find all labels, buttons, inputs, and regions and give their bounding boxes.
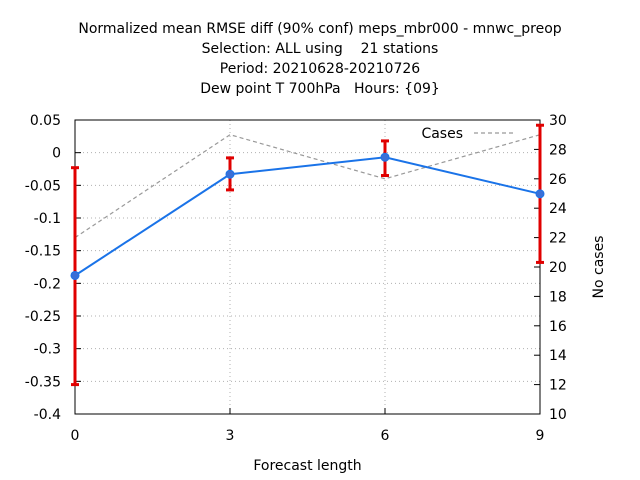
x-tick-label: 0 (71, 428, 80, 444)
title-line-4: Dew point T 700hPa Hours: {09} (200, 81, 440, 97)
y2-axis-label: No cases (591, 236, 607, 299)
series (70, 123, 545, 387)
y2-tick-label: 28 (549, 142, 567, 158)
y-tick-label: -0.2 (34, 276, 61, 292)
y2-tick-label: 16 (549, 319, 567, 335)
title-line-3: Period: 20210628-20210726 (219, 61, 421, 77)
y2-tick-label: 22 (549, 231, 567, 247)
y2-tick-label: 30 (549, 113, 567, 129)
axis-ticks: 0.05 0 -0.05 -0.1 -0.15 -0.2 -0.25 -0.3 -0.35 -0.… (25, 113, 567, 444)
data-point (535, 189, 545, 199)
y2-tick-label: 14 (549, 348, 567, 364)
plot-frame (74, 119, 541, 415)
y-tick-label: -0.05 (25, 178, 61, 194)
y-tick-label: -0.1 (34, 211, 61, 227)
legend: Cases (421, 126, 514, 142)
y-tick-label: 0.05 (30, 113, 61, 129)
x-tick-label: 9 (536, 428, 545, 444)
title-line-2: Selection: ALL using 21 stations (201, 41, 439, 57)
y-tick-label: -0.15 (25, 244, 61, 260)
y-tick-label: -0.3 (34, 342, 61, 358)
data-point (380, 152, 390, 162)
x-tick-label: 3 (226, 428, 235, 444)
y2-tick-label: 20 (549, 260, 567, 276)
legend-label-cases: Cases (421, 126, 463, 142)
y2-tick-label: 24 (549, 201, 567, 217)
title-line-1: Normalized mean RMSE diff (90% conf) mep… (78, 21, 562, 37)
data-point (70, 270, 80, 280)
y-tick-label: -0.4 (34, 407, 61, 423)
y2-tick-label: 18 (549, 289, 567, 305)
y-tick-label: 0 (52, 146, 61, 162)
y2-tick-label: 12 (549, 378, 567, 394)
y2-tick-label: 10 (549, 407, 567, 423)
y2-tick-label: 26 (549, 172, 567, 188)
y-tick-label: -0.35 (25, 374, 61, 390)
cases-line (74, 134, 541, 239)
data-point (225, 169, 235, 179)
grid (75, 120, 540, 414)
x-tick-label: 6 (381, 428, 390, 444)
y-tick-label: -0.25 (25, 309, 61, 325)
x-axis-label: Forecast length (253, 458, 361, 474)
rmse-diff-line (74, 156, 541, 277)
